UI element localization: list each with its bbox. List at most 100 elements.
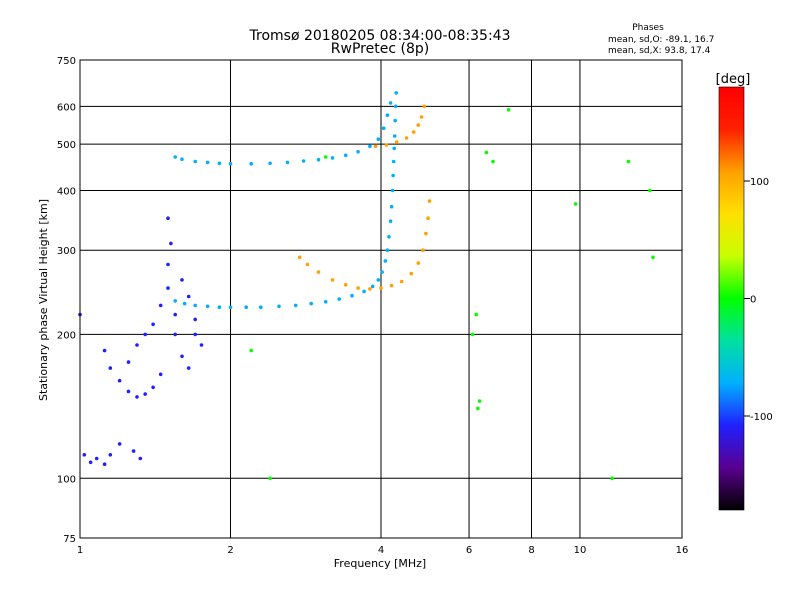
data-point <box>193 332 197 337</box>
phases-legend-header: Phases <box>632 23 664 33</box>
data-point <box>350 293 354 298</box>
data-point <box>379 286 383 290</box>
data-point <box>268 161 272 166</box>
data-point <box>422 104 427 109</box>
data-point <box>337 297 342 301</box>
data-point <box>421 248 425 252</box>
data-point <box>126 389 131 394</box>
data-point <box>143 392 147 396</box>
data-point <box>186 294 191 299</box>
data-point <box>268 476 272 481</box>
data-point <box>385 113 390 117</box>
data-point <box>158 303 163 308</box>
data-point <box>102 348 107 353</box>
data-point <box>228 161 233 166</box>
data-point <box>316 157 321 162</box>
data-point <box>94 456 99 461</box>
data-point <box>323 155 328 159</box>
data-point <box>484 150 489 155</box>
data-point <box>477 399 482 403</box>
data-point <box>383 259 388 263</box>
data-point <box>411 130 416 134</box>
data-point <box>476 406 480 411</box>
x-axis-ticks: 1 2 4 6 8 10 16 <box>77 545 689 556</box>
plot-frame <box>79 59 683 539</box>
data-point <box>186 366 191 370</box>
data-point <box>343 283 348 287</box>
data-point <box>474 312 479 317</box>
data-point <box>259 305 263 310</box>
colorbar-tick-label: 0 <box>750 295 756 306</box>
data-point <box>173 312 177 317</box>
data-point <box>217 161 222 166</box>
data-point <box>102 462 107 467</box>
x-tick-label: 1 <box>77 545 83 556</box>
data-point <box>205 304 210 309</box>
data-point <box>368 144 372 149</box>
data-point <box>392 146 397 151</box>
y-tick-label: 300 <box>57 246 76 257</box>
y-tick-label: 500 <box>57 140 76 151</box>
data-point <box>173 332 177 337</box>
data-point <box>388 219 393 223</box>
data-point <box>390 188 395 193</box>
data-point <box>370 284 375 289</box>
data-point <box>151 385 155 390</box>
data-point <box>82 453 87 457</box>
data-point <box>323 300 328 304</box>
data-point <box>180 278 184 282</box>
data-point <box>88 460 93 465</box>
data-point <box>470 332 475 337</box>
data-point <box>373 144 378 149</box>
data-point <box>648 188 652 193</box>
y-tick-label: 100 <box>57 474 76 485</box>
data-point <box>182 301 187 306</box>
data-point <box>108 453 113 457</box>
data-point <box>166 216 170 220</box>
data-point <box>173 155 177 159</box>
data-point <box>193 317 197 322</box>
data-point <box>228 305 233 310</box>
phases-legend-o: mean, sd,O: -89.1, 16.7 <box>608 35 714 45</box>
data-point <box>393 118 398 123</box>
data-point <box>135 395 139 399</box>
data-point <box>158 372 163 377</box>
data-point <box>391 173 395 178</box>
data-point <box>244 305 248 310</box>
data-point <box>343 153 348 158</box>
data-points <box>78 91 655 481</box>
data-point <box>389 283 394 288</box>
data-point <box>394 140 399 144</box>
data-point <box>126 360 131 364</box>
data-point <box>277 304 281 309</box>
y-tick-label: 750 <box>57 56 76 67</box>
y-tick-label: 400 <box>57 186 76 197</box>
data-point <box>193 303 197 308</box>
data-point <box>399 279 404 284</box>
data-point <box>293 303 298 308</box>
data-point <box>573 202 578 206</box>
data-point <box>394 91 399 95</box>
data-point <box>610 476 614 481</box>
data-point <box>409 271 414 276</box>
data-point <box>330 156 335 160</box>
data-point <box>173 299 177 303</box>
y-tick-label: 75 <box>63 534 76 545</box>
data-point <box>309 301 314 306</box>
data-point <box>393 104 398 109</box>
x-tick-label: 8 <box>528 545 534 556</box>
y-tick-label: 200 <box>57 330 76 341</box>
data-point <box>249 348 253 353</box>
data-point <box>416 123 421 127</box>
data-point <box>297 255 302 260</box>
data-point <box>356 150 360 154</box>
x-tick-label: 4 <box>378 545 384 556</box>
data-point <box>427 199 432 203</box>
data-point <box>381 126 386 130</box>
y-axis-ticks: 75 100 200 300 400 500 600 750 <box>57 56 76 545</box>
colorbar-tick-label: -100 <box>750 412 773 423</box>
data-point <box>305 262 310 267</box>
x-axis-label: Frequency [MHz] <box>334 557 426 570</box>
x-tick-label: 2 <box>227 545 233 556</box>
